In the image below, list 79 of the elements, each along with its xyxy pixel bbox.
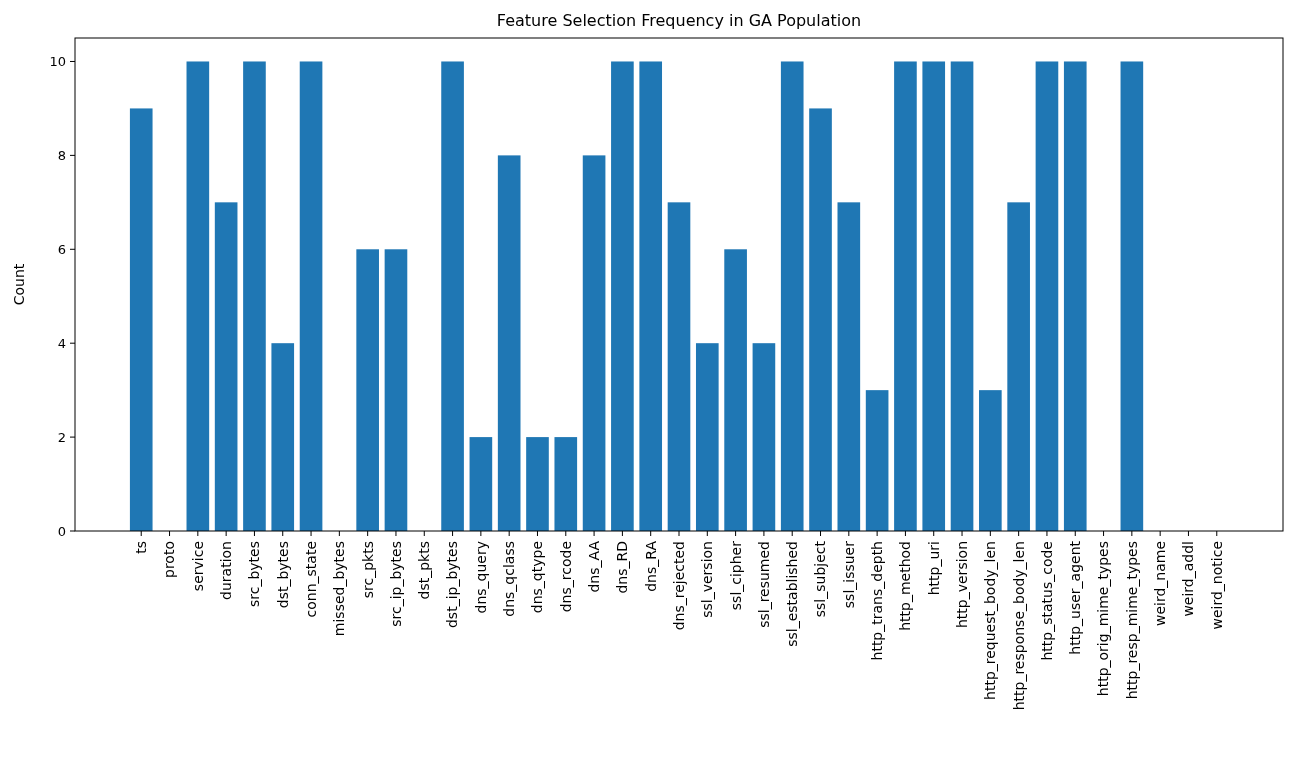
bar xyxy=(837,202,861,531)
bar xyxy=(469,437,493,531)
y-tick-label: 2 xyxy=(57,429,66,445)
bar xyxy=(780,61,804,531)
bar xyxy=(922,61,946,531)
x-tick-label: dns_query xyxy=(472,541,489,614)
x-tick-label: dns_rcode xyxy=(557,541,574,613)
x-tick-label: ssl_subject xyxy=(812,540,829,618)
x-tick-label: dns_RD xyxy=(614,541,631,594)
x-tick-label: service xyxy=(189,541,206,592)
bar xyxy=(979,390,1002,531)
y-tick-label: 4 xyxy=(57,335,66,351)
y-tick-label: 6 xyxy=(57,241,66,257)
x-tick-label: http_request_body_len xyxy=(982,541,999,700)
x-tick-label: dst_ip_bytes xyxy=(444,541,461,629)
bar xyxy=(611,61,634,531)
x-tick-label: http_trans_depth xyxy=(869,541,886,661)
bar xyxy=(299,61,323,531)
bar xyxy=(950,61,974,531)
bar xyxy=(497,155,521,531)
y-axis-title: Count xyxy=(11,263,27,306)
bar xyxy=(271,343,295,531)
chart-title: Feature Selection Frequency in GA Population xyxy=(496,11,862,30)
x-tick-label: dst_pkts xyxy=(416,541,433,600)
x-tick-label: dst_bytes xyxy=(274,541,291,609)
x-tick-label: src_bytes xyxy=(246,541,263,608)
bar xyxy=(526,437,549,531)
bar xyxy=(1120,61,1144,531)
x-tick-label: http_user_agent xyxy=(1067,540,1084,655)
x-tick-label: ssl_resumed xyxy=(755,541,772,628)
x-tick-label: ts xyxy=(133,541,150,554)
x-tick-label: dns_RA xyxy=(642,540,659,592)
bar xyxy=(214,202,238,531)
x-tick-label: src_pkts xyxy=(359,541,376,599)
x-tick-label: conn_state xyxy=(302,541,319,618)
bar xyxy=(582,155,606,531)
x-tick-label: dns_qtype xyxy=(529,541,546,614)
bar xyxy=(894,61,917,531)
x-tick-label: dns_qclass xyxy=(501,541,518,617)
x-tick-label: http_resp_mime_types xyxy=(1123,541,1140,700)
bar xyxy=(129,108,153,531)
x-tick-label: http_response_body_len xyxy=(1010,541,1027,711)
bar xyxy=(243,61,266,531)
x-tick-label: http_status_code xyxy=(1038,541,1055,661)
x-tick-label: ssl_cipher xyxy=(727,540,744,611)
bar xyxy=(724,249,747,531)
bar xyxy=(186,61,210,531)
y-tick-label: 0 xyxy=(57,523,66,539)
x-tick-label: http_method xyxy=(897,541,914,631)
bar xyxy=(809,108,832,531)
bar xyxy=(356,249,379,531)
x-tick-label: missed_bytes xyxy=(331,541,348,637)
bar xyxy=(554,437,578,531)
y-tick-label: 8 xyxy=(57,147,66,163)
x-tick-label: weird_notice xyxy=(1208,541,1225,630)
bar xyxy=(865,390,889,531)
bar xyxy=(639,61,663,531)
x-tick-label: ssl_issuer xyxy=(840,540,857,609)
bar xyxy=(1007,202,1030,531)
x-tick-label: http_version xyxy=(953,541,970,629)
x-tick-label: dns_rejected xyxy=(670,541,687,631)
x-tick-label: src_ip_bytes xyxy=(387,541,404,627)
x-tick-label: weird_name xyxy=(1152,541,1169,627)
x-tick-label: weird_addl xyxy=(1180,541,1197,617)
x-tick-label: dns_AA xyxy=(585,540,602,593)
bar xyxy=(1035,61,1059,531)
bar xyxy=(752,343,776,531)
x-tick-label: http_uri xyxy=(925,541,942,596)
x-tick-label: http_orig_mime_types xyxy=(1095,541,1112,697)
bar xyxy=(1063,61,1087,531)
bar xyxy=(695,343,719,531)
x-tick-label: ssl_established xyxy=(784,541,801,647)
x-tick-label: duration xyxy=(218,541,235,600)
bar xyxy=(667,202,691,531)
y-tick-label: 10 xyxy=(49,54,66,70)
bar xyxy=(384,249,408,531)
x-tick-label: ssl_version xyxy=(699,541,716,618)
bar xyxy=(441,61,464,531)
x-tick-label: proto xyxy=(161,541,178,578)
